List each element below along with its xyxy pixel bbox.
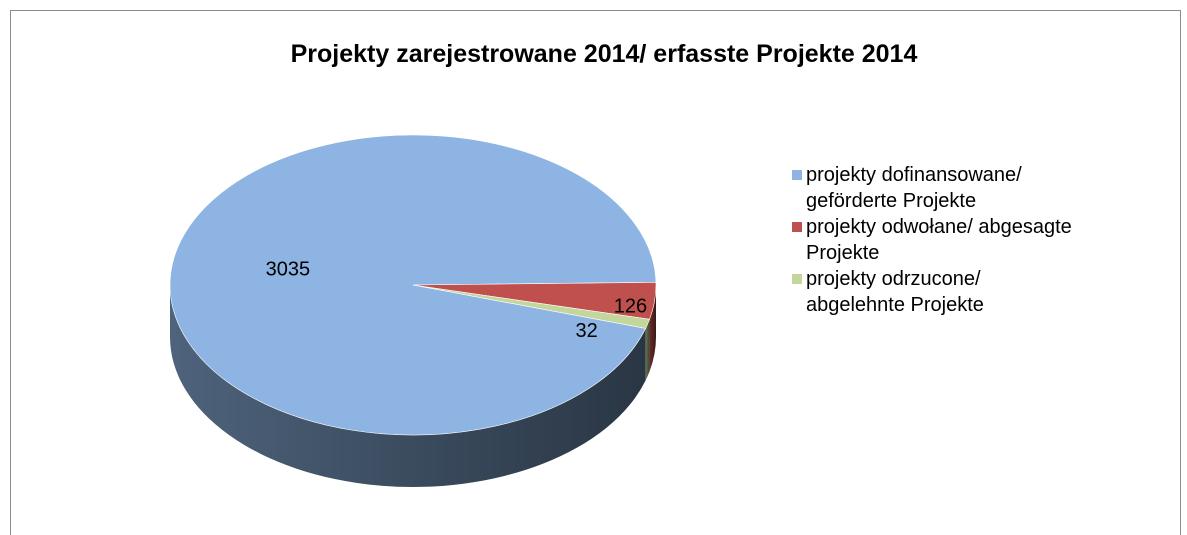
legend-item: projekty odwołane/ abgesagte Projekte — [792, 214, 1146, 266]
pie-side — [645, 319, 650, 381]
pie-side — [170, 285, 646, 487]
chart-title: Projekty zarejestrowane 2014/ erfasste P… — [291, 40, 918, 68]
legend-item: projekty dofinansowane/ geförderte Proje… — [792, 162, 1106, 214]
data-label: 32 — [576, 320, 598, 342]
legend-label: projekty odwołane/ abgesagte Projekte — [806, 216, 1072, 264]
legend-label: projekty dofinansowane/ geförderte Proje… — [806, 164, 1022, 212]
data-label: 3035 — [266, 259, 311, 281]
legend-label: projekty odrzucone/ abgelehnte Projekte — [806, 268, 984, 316]
pie-slice — [412, 284, 650, 329]
legend-swatch — [792, 170, 802, 180]
legend-swatch — [792, 274, 802, 284]
legend: projekty dofinansowane/ geförderte Proje… — [792, 162, 1172, 318]
pie-side — [649, 285, 656, 372]
legend-swatch — [792, 222, 802, 232]
legend-item: projekty odrzucone/ abgelehnte Projekte — [792, 266, 1066, 318]
data-label: 126 — [614, 296, 647, 318]
